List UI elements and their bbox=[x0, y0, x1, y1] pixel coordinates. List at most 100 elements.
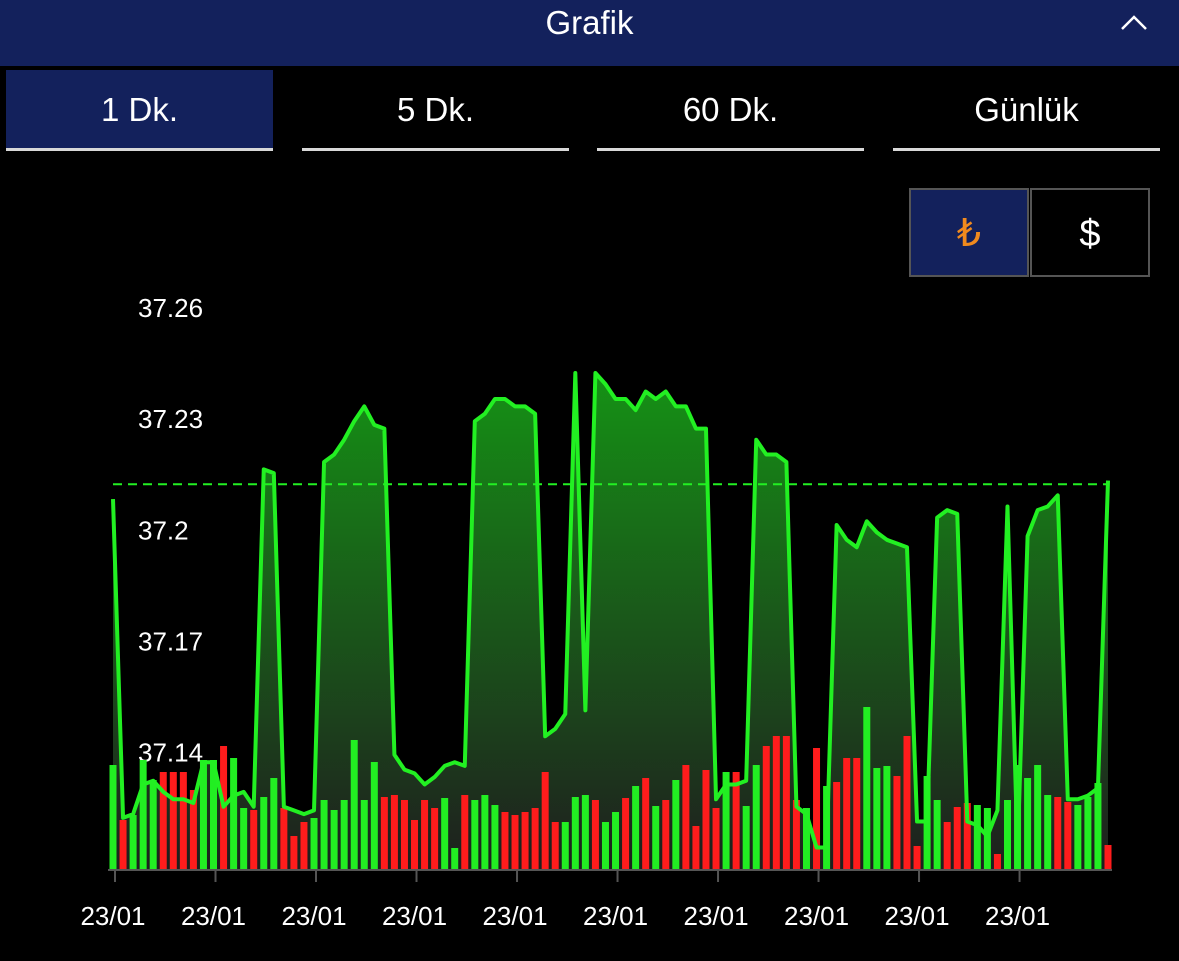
volume-bar bbox=[973, 805, 981, 870]
volume-bar bbox=[662, 800, 670, 870]
volume-bar bbox=[632, 786, 640, 870]
volume-bar bbox=[843, 758, 851, 870]
volume-bar bbox=[411, 820, 419, 870]
y-tick-label: 37.14 bbox=[138, 738, 203, 768]
volume-bar bbox=[863, 707, 871, 870]
volume-bar bbox=[561, 822, 569, 870]
volume-bar bbox=[591, 800, 599, 870]
volume-bar bbox=[421, 800, 429, 870]
volume-bar bbox=[300, 822, 308, 870]
volume-bar bbox=[1034, 765, 1042, 870]
volume-bar bbox=[230, 758, 238, 870]
volume-bar bbox=[692, 826, 700, 870]
currency-option[interactable]: $ bbox=[1030, 188, 1150, 277]
volume-bar bbox=[1104, 845, 1112, 870]
volume-bar bbox=[571, 797, 579, 870]
volume-bar bbox=[521, 812, 529, 870]
volume-bar bbox=[179, 772, 187, 870]
volume-bar bbox=[109, 765, 117, 870]
volume-bar bbox=[642, 778, 650, 870]
x-tick-label: 23/01 bbox=[382, 901, 447, 931]
volume-bar bbox=[461, 795, 469, 870]
x-tick-label: 23/01 bbox=[985, 901, 1050, 931]
volume-bar bbox=[833, 782, 841, 870]
tab[interactable]: 1 Dk. bbox=[6, 70, 273, 151]
volume-bar bbox=[943, 822, 951, 870]
y-tick-label: 37.17 bbox=[138, 626, 203, 656]
volume-bar bbox=[752, 765, 760, 870]
x-tick-label: 23/01 bbox=[80, 901, 145, 931]
volume-bar bbox=[250, 810, 258, 870]
collapse-icon[interactable] bbox=[1119, 12, 1149, 32]
volume-bar bbox=[1094, 783, 1102, 870]
volume-bar bbox=[240, 808, 248, 870]
tab[interactable]: 60 Dk. bbox=[597, 70, 864, 151]
volume-bar bbox=[1003, 800, 1011, 870]
x-tick-label: 23/01 bbox=[784, 901, 849, 931]
volume-bar bbox=[511, 815, 519, 870]
volume-bar bbox=[210, 760, 218, 870]
volume-bar bbox=[782, 736, 790, 870]
volume-bar bbox=[993, 854, 1001, 870]
volume-bar bbox=[652, 806, 660, 870]
x-tick-label: 23/01 bbox=[683, 901, 748, 931]
volume-bar bbox=[400, 800, 408, 870]
volume-bar bbox=[963, 803, 971, 870]
x-tick-label: 23/01 bbox=[281, 901, 346, 931]
volume-bar bbox=[451, 848, 459, 870]
volume-bar bbox=[280, 808, 288, 870]
volume-bar bbox=[622, 798, 630, 870]
volume-bar bbox=[310, 818, 318, 870]
volume-bar bbox=[159, 772, 167, 870]
volume-bar bbox=[893, 776, 901, 870]
volume-bar bbox=[732, 772, 740, 870]
volume-bar bbox=[501, 812, 509, 870]
volume-bar bbox=[531, 808, 539, 870]
volume-bar bbox=[441, 798, 449, 870]
x-tick-label: 23/01 bbox=[482, 901, 547, 931]
volume-bar bbox=[712, 808, 720, 870]
volume-bar bbox=[792, 800, 800, 870]
volume-bar bbox=[491, 805, 499, 870]
volume-bar bbox=[119, 820, 127, 870]
volume-bar bbox=[802, 808, 810, 870]
volume-bar bbox=[913, 846, 921, 870]
volume-bar bbox=[270, 778, 278, 870]
y-tick-label: 37.26 bbox=[138, 293, 203, 323]
volume-bar bbox=[813, 748, 821, 870]
volume-bar bbox=[873, 768, 881, 870]
x-tick-label: 23/01 bbox=[181, 901, 246, 931]
volume-bar bbox=[431, 808, 439, 870]
volume-bar bbox=[390, 795, 398, 870]
volume-bar bbox=[541, 772, 549, 870]
currency-option[interactable]: ₺ bbox=[909, 188, 1029, 277]
header: Grafik bbox=[0, 0, 1179, 66]
volume-bar bbox=[139, 760, 147, 870]
volume-bar bbox=[290, 836, 298, 870]
volume-bar bbox=[129, 815, 137, 870]
volume-bar bbox=[380, 797, 388, 870]
volume-bar bbox=[471, 800, 479, 870]
volume-bar bbox=[612, 812, 620, 870]
volume-bar bbox=[682, 765, 690, 870]
price-line bbox=[111, 371, 1110, 854]
volume-bar bbox=[340, 800, 348, 870]
volume-bar bbox=[330, 810, 338, 870]
volume-bar bbox=[320, 800, 328, 870]
volume-bar bbox=[1024, 778, 1032, 870]
volume-bar bbox=[601, 822, 609, 870]
volume-bar bbox=[702, 770, 710, 870]
volume-bar bbox=[983, 808, 991, 870]
volume-bar bbox=[189, 790, 197, 870]
volume-bar bbox=[1064, 802, 1072, 870]
tab[interactable]: Günlük bbox=[893, 70, 1160, 151]
volume-bar bbox=[260, 797, 268, 870]
volume-bar bbox=[772, 736, 780, 870]
tab[interactable]: 5 Dk. bbox=[302, 70, 569, 151]
x-tick-label: 23/01 bbox=[885, 901, 950, 931]
volume-bar bbox=[762, 746, 770, 870]
volume-bar bbox=[883, 766, 891, 870]
header-title: Grafik bbox=[545, 4, 634, 41]
volume-bar bbox=[370, 762, 378, 870]
